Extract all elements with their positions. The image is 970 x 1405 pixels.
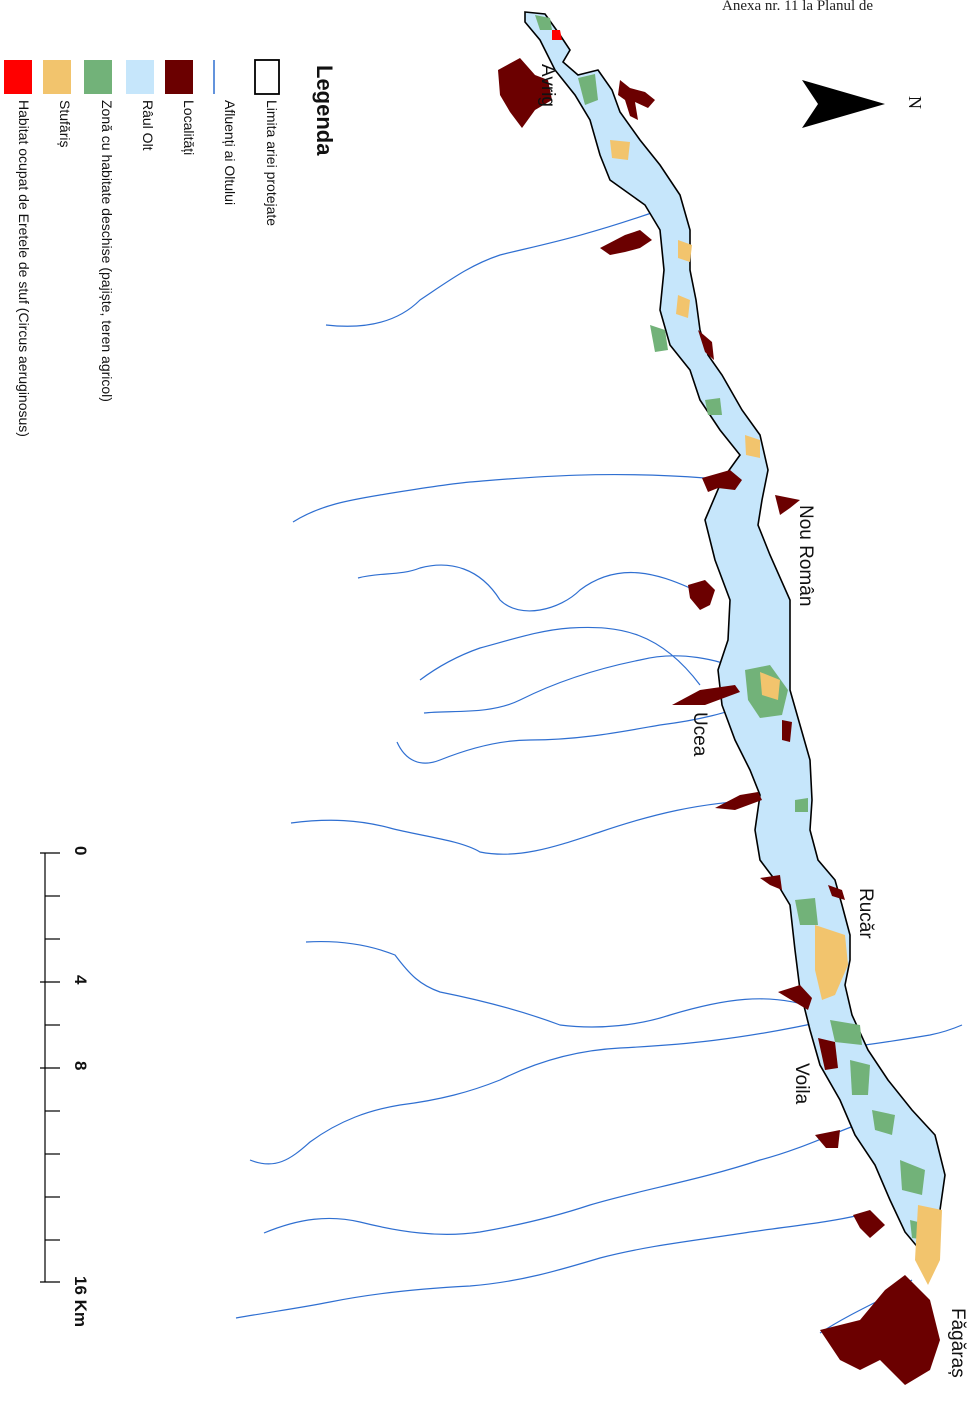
harrier-habitat	[552, 30, 562, 40]
legend-swatch-harrier	[4, 60, 32, 94]
open-habitat-patch	[830, 1020, 862, 1045]
locality	[688, 580, 715, 610]
reed-patch	[678, 240, 692, 262]
tributary-line	[290, 799, 766, 855]
tributary-line	[235, 1214, 861, 1319]
locality	[618, 80, 655, 120]
town-label-avrig: Avrig	[537, 64, 558, 107]
legend-swatch-river	[126, 60, 154, 94]
locality	[828, 885, 845, 900]
scale-bar	[40, 852, 60, 1283]
legend-item-open: Zonă cu habitate deschise (pajiște, tere…	[99, 100, 115, 402]
open-habitat-patch	[705, 398, 722, 415]
tributary-line	[249, 1019, 831, 1165]
locality	[698, 330, 714, 360]
open-habitat-patch	[795, 898, 818, 925]
reed-patch	[610, 140, 630, 160]
locality	[760, 875, 782, 890]
legend-swatch-open	[84, 60, 112, 94]
river-olt-area	[525, 12, 945, 1250]
tributary-line	[419, 626, 701, 686]
protected-area-boundary	[524, 11, 946, 1252]
legend-swatch-boundary	[254, 59, 280, 95]
scale-label-16km: 16 Km	[71, 1276, 90, 1328]
tributary-line	[357, 564, 691, 612]
locality-fagaras	[820, 1275, 940, 1385]
tributary-line	[263, 1119, 871, 1235]
reed-patch	[760, 672, 780, 700]
town-label-ucea: Ucea	[689, 712, 710, 757]
legend-swatches	[4, 59, 280, 95]
town-label-voila: Voila	[791, 1063, 812, 1105]
locality	[778, 985, 812, 1010]
locality	[853, 1210, 885, 1238]
legend-title: Legenda	[312, 65, 337, 156]
legend-item-river: Râul Olt	[140, 100, 156, 151]
north-label: N	[905, 96, 925, 109]
scale-label-8: 8	[71, 1061, 90, 1071]
locality	[815, 1130, 840, 1148]
tributary-line	[325, 209, 661, 327]
tributary-line	[396, 704, 746, 764]
legend-swatch-reed	[43, 60, 71, 94]
scale-label-4: 4	[71, 975, 90, 985]
tributary-line	[423, 655, 741, 714]
legend-item-tributary: Afluenți ai Oltului	[222, 100, 238, 206]
reed-patch	[676, 295, 690, 318]
legend-item-localities: Localități	[181, 100, 197, 156]
scale-label-0: 0	[71, 846, 90, 856]
reed-patch	[915, 1205, 942, 1285]
locality	[775, 495, 800, 515]
legend-item-harrier: Habitat ocupat de Eretele de stuf (Circu…	[16, 100, 32, 437]
reed-patch	[815, 925, 848, 1000]
town-label-rucar: Rucăr	[855, 888, 876, 939]
town-label-fagaras: Făgăraș	[947, 1308, 968, 1378]
reed-patch	[745, 435, 760, 458]
locality	[715, 792, 762, 810]
locality	[672, 685, 740, 705]
locality	[818, 1038, 838, 1070]
open-habitat-patch	[795, 798, 808, 812]
legend-item-reed: Stufăriș	[57, 100, 73, 148]
legend-swatch-localities	[165, 60, 193, 94]
tributary-line	[305, 941, 821, 1028]
town-label-nou-roman: Nou Român	[795, 505, 816, 607]
tributaries	[235, 209, 963, 1334]
legend-item-boundary: Limita ariei protejate	[264, 100, 280, 227]
open-habitat-patch	[850, 1060, 870, 1095]
open-habitat-patch	[535, 15, 552, 30]
open-habitat-patch	[872, 1110, 895, 1135]
locality-avrig	[498, 58, 552, 128]
tributary-line	[292, 473, 706, 523]
locality	[702, 470, 742, 492]
locality	[600, 230, 652, 255]
north-arrow-icon	[802, 80, 885, 128]
reed-beds	[610, 140, 942, 1285]
open-habitat-patch	[650, 325, 668, 352]
annex-header: Anexa nr. 11 la Planul de	[722, 0, 874, 14]
open-habitat-patch	[900, 1160, 925, 1195]
open-habitat-patch	[578, 74, 598, 105]
localities	[498, 58, 940, 1385]
locality	[782, 720, 792, 742]
